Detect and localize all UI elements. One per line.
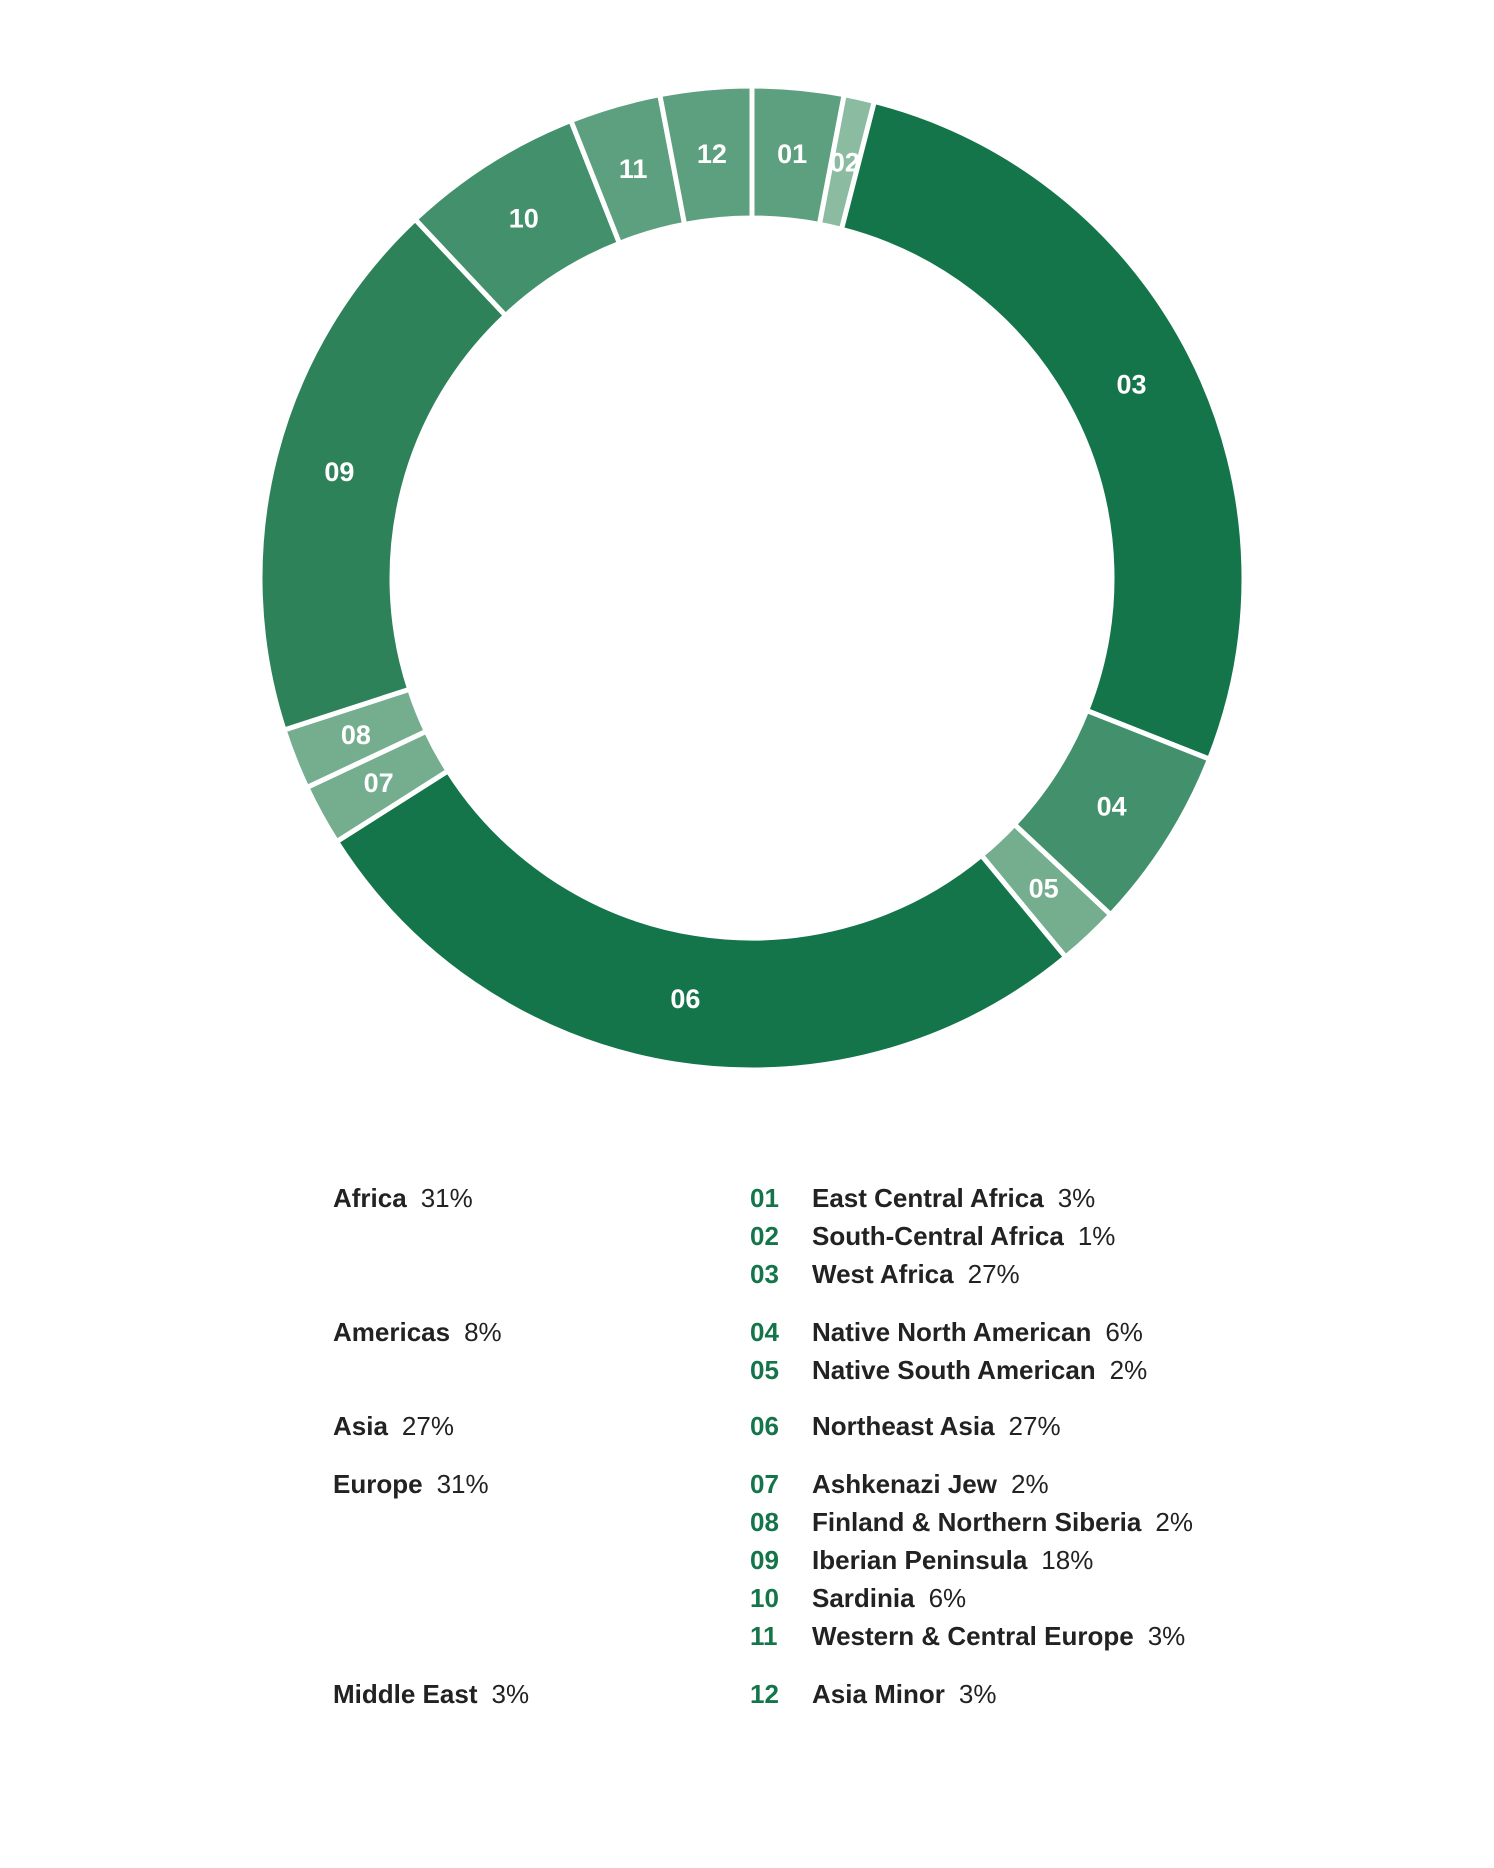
donut-slice-03 xyxy=(838,98,1247,763)
slice-label-11: 11 xyxy=(619,154,648,184)
legend-code: 03 xyxy=(750,1259,779,1289)
legend-code: 07 xyxy=(750,1469,779,1499)
legend-code: 08 xyxy=(750,1507,779,1537)
donut-slice-06 xyxy=(333,767,1070,1073)
slice-label-01: 01 xyxy=(777,139,807,169)
legend-entry-western-central-europe: Western & Central Europe 3% xyxy=(812,1621,1186,1651)
slice-label-09: 09 xyxy=(324,457,354,487)
legend-entry-east-central-africa: East Central Africa 3% xyxy=(812,1183,1096,1213)
legend-group-europe: Europe 31% xyxy=(333,1469,489,1499)
donut-slice-09 xyxy=(257,215,510,734)
legend-entry-native-south-american: Native South American 2% xyxy=(812,1355,1148,1385)
slice-label-03: 03 xyxy=(1117,370,1147,400)
legend-entry-native-north-american: Native North American 6% xyxy=(812,1317,1143,1347)
legend-entry-sardinia: Sardinia 6% xyxy=(812,1583,967,1613)
legend-code: 10 xyxy=(750,1583,779,1613)
legend-code: 06 xyxy=(750,1411,779,1441)
legend-entry-asia-minor: Asia Minor 3% xyxy=(812,1679,997,1709)
legend-entry-ashkenazi-jew: Ashkenazi Jew 2% xyxy=(812,1469,1049,1499)
legend-code: 01 xyxy=(750,1183,779,1213)
slice-label-06: 06 xyxy=(670,984,700,1014)
slice-label-05: 05 xyxy=(1029,874,1059,904)
legend-entry-south-central-africa: South-Central Africa 1% xyxy=(812,1221,1116,1251)
slice-label-08: 08 xyxy=(341,720,371,750)
legend-group-asia: Asia 27% xyxy=(333,1411,454,1441)
legend-code: 02 xyxy=(750,1221,779,1251)
donut-slice-12 xyxy=(656,83,755,228)
slice-label-04: 04 xyxy=(1097,791,1127,821)
legend-code: 12 xyxy=(750,1679,779,1709)
legend-entry-iberian-peninsula: Iberian Peninsula 18% xyxy=(812,1545,1094,1575)
slice-label-10: 10 xyxy=(509,203,539,233)
legend-code: 09 xyxy=(750,1545,779,1575)
slice-label-12: 12 xyxy=(697,139,727,169)
legend-group-middle-east: Middle East 3% xyxy=(333,1679,530,1709)
legend-group-africa: Africa 31% xyxy=(333,1183,473,1213)
legend-code: 04 xyxy=(750,1317,779,1347)
legend-entry-finland-northern-siberia: Finland & Northern Siberia 2% xyxy=(812,1507,1193,1537)
legend-entry-northeast-asia: Northeast Asia 27% xyxy=(812,1411,1061,1441)
legend-entry-west-africa: West Africa 27% xyxy=(812,1259,1020,1289)
legend-group-americas: Americas 8% xyxy=(333,1317,502,1347)
slice-label-07: 07 xyxy=(364,768,394,798)
legend-code: 05 xyxy=(750,1355,779,1385)
legend-code: 11 xyxy=(750,1621,778,1651)
